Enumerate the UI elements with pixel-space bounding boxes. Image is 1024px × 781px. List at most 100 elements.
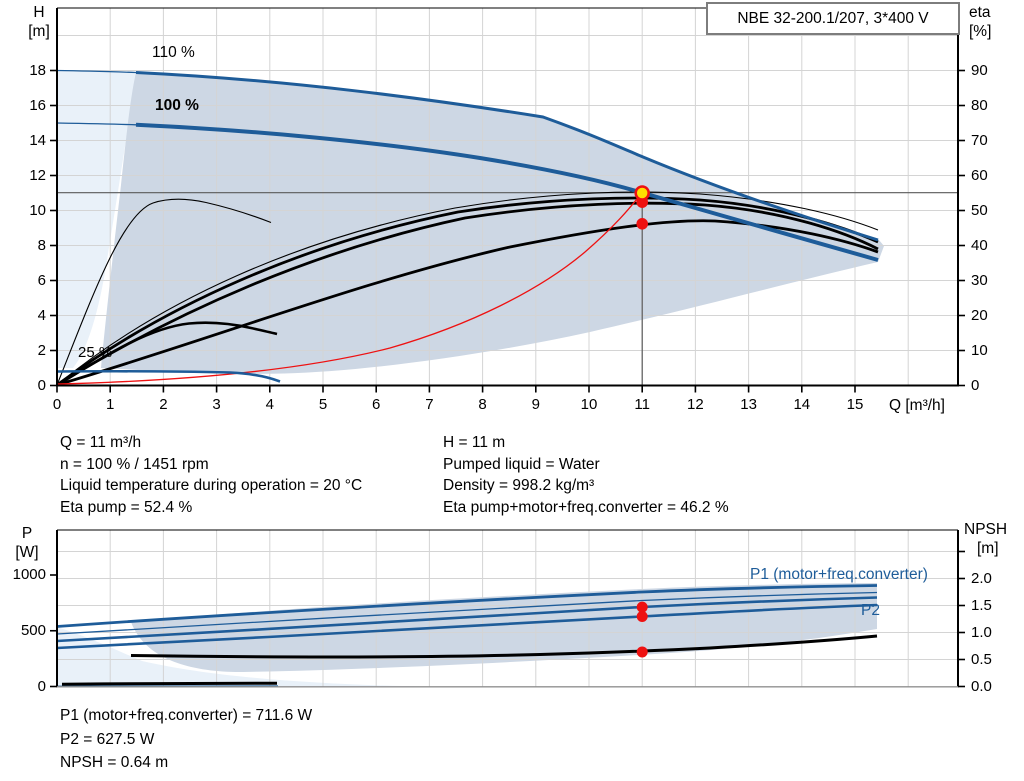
speed-label-25: 25 % — [78, 344, 113, 361]
q-axis-tick-label: 12 — [687, 395, 704, 413]
p2-curve-label: P2 — [861, 602, 880, 619]
top-chart-duty-markers — [634, 185, 650, 230]
speed-label-110: 110 % — [152, 44, 195, 61]
npsh-duty-dot — [636, 646, 648, 658]
h-axis-tick-label: 10 — [29, 201, 46, 219]
p-25pct-curve — [61, 681, 278, 686]
info-h: H = 11 m — [443, 434, 506, 451]
q-axis-tick-label: 5 — [318, 395, 328, 413]
system-curve — [56, 192, 643, 385]
speed-label-100: 100 % — [155, 97, 199, 114]
info-eta-pump: Eta pump = 52.4 % — [60, 498, 193, 516]
pump-curve-110pct — [135, 71, 879, 242]
eta-pump-curve — [56, 196, 879, 387]
pump-curve-110pct-lead — [56, 69, 137, 74]
q-axis-tick-label: 4 — [265, 395, 274, 413]
q-axis-tick-label: 1 — [106, 395, 115, 413]
npsh-axis-tick-label: 0.0 — [971, 677, 992, 695]
info-pumped-liquid: Pumped liquid = Water — [443, 455, 600, 473]
power-info: P1 (motor+freq.converter) = 711.6 W P2 =… — [60, 704, 312, 775]
p1-duty-dot — [636, 601, 648, 613]
h-axis-title: H [m] — [28, 4, 50, 40]
info-p1: P1 (motor+freq.converter) = 711.6 W — [60, 707, 313, 724]
p-axis-tick-label: 500 — [20, 621, 46, 639]
info-speed: n = 100 % / 1451 rpm — [60, 455, 209, 473]
eta-axis-tick-label: 10 — [971, 341, 988, 359]
eta-axis-tick-label: 20 — [971, 306, 988, 324]
npsh-axis-title: NPSH [m] — [964, 521, 1008, 557]
h-axis-tick-label: 14 — [29, 131, 46, 149]
bottom-chart-duty-markers — [636, 601, 648, 658]
bottom-envelope-light-region — [57, 627, 425, 687]
h-axis-tick-label: 16 — [29, 96, 46, 114]
duty-point-marker — [634, 185, 650, 201]
h-axis-tick-label: 2 — [37, 341, 46, 359]
eta-total-duty-dot — [636, 218, 648, 230]
q-axis-tick-label: 11 — [634, 395, 650, 413]
eta-axis-tick-label: 80 — [971, 96, 988, 114]
npsh-axis-tick-label: 0.5 — [971, 650, 992, 668]
q-axis-tick-label: 15 — [846, 395, 864, 413]
info-density: Density = 998.2 kg/m³ — [443, 477, 595, 494]
p2-duty-dot — [636, 611, 648, 623]
npsh-axis-tick-label: 1.5 — [971, 596, 992, 614]
top-envelope-main-region — [101, 72, 884, 374]
eta-axis-tick-label: 0 — [971, 376, 980, 394]
q-axis-tick-label: 6 — [372, 395, 381, 413]
q-axis-tick-label: 13 — [740, 395, 757, 413]
eta-total-curve-25pct — [59, 321, 278, 385]
q-axis-label: Q [m³/h] — [889, 397, 945, 414]
eta-axis-tick-label: 50 — [971, 201, 988, 219]
eta-pump-curve-2 — [56, 201, 879, 387]
pump-title-box: NBE 32-200.1/207, 3*400 V — [706, 2, 960, 35]
p-axis-tick-label: 1000 — [12, 566, 46, 583]
h-axis-tick-label: 0 — [37, 376, 46, 394]
duty-info-right: H = 11 m Pumped liquid = Water Density =… — [443, 432, 729, 518]
info-eta-total: Eta pump+motor+freq.converter = 46.2 % — [443, 498, 729, 516]
q-axis-tick-label: 10 — [580, 395, 598, 413]
pump-curve-100pct-lead — [56, 122, 137, 126]
info-npsh: NPSH = 0.64 m — [60, 754, 169, 771]
p-axis-title: P [W] — [15, 525, 39, 561]
h-axis-tick-label: 4 — [37, 306, 46, 324]
npsh-axis-tick-label: 1.0 — [971, 623, 992, 641]
h-axis-tick-label: 12 — [29, 166, 46, 184]
h-axis-tick-label: 6 — [37, 271, 46, 289]
eta-curve-thin — [56, 191, 879, 386]
info-q: Q = 11 m³/h — [60, 434, 142, 451]
q-axis-tick-label: 0 — [52, 395, 62, 413]
eta-total-curve — [56, 219, 879, 387]
eta-axis-tick-label: 70 — [971, 131, 988, 149]
p1-curve-label: P1 (motor+freq.converter) — [750, 566, 928, 583]
bottom-envelope-main-region — [131, 583, 877, 673]
q-axis-tick-label: 9 — [531, 395, 540, 413]
top-chart-ticks — [50, 69, 965, 393]
p1-max-curve — [56, 584, 878, 628]
q-axis-tick-label: 14 — [793, 395, 811, 413]
h-axis-tick-label: 18 — [29, 61, 46, 79]
p-axis-tick-label: 0 — [37, 677, 46, 695]
p1-curve — [56, 596, 878, 643]
npsh-curve — [130, 634, 878, 659]
q-axis-tick-label: 3 — [212, 395, 221, 413]
eta-curve-25pct — [56, 198, 272, 386]
bottom-chart-ticks — [50, 550, 965, 688]
eta-axis-tick-label: 40 — [971, 236, 988, 254]
eta-axis-tick-label: 30 — [971, 271, 988, 289]
q-axis-tick-label: 8 — [478, 395, 487, 413]
duty-info-left: Q = 11 m³/h n = 100 % / 1451 rpm Liquid … — [60, 432, 362, 518]
eta-axis-title: eta [%] — [969, 4, 992, 40]
info-p2: P2 = 627.5 W — [60, 730, 155, 748]
eta-axis-tick-label: 60 — [971, 166, 988, 184]
h-axis-tick-label: 8 — [37, 236, 46, 254]
p-thin-curve — [56, 591, 878, 635]
p2-curve — [56, 603, 878, 650]
pump-curve-25pct — [56, 370, 281, 383]
q-axis-tick-label: 2 — [159, 395, 168, 413]
top-envelope-light-region — [57, 70, 136, 368]
bottom-chart-axes — [56, 529, 959, 688]
q-axis-tick-label: 7 — [425, 395, 434, 413]
pump-curve-100pct — [135, 122, 879, 262]
